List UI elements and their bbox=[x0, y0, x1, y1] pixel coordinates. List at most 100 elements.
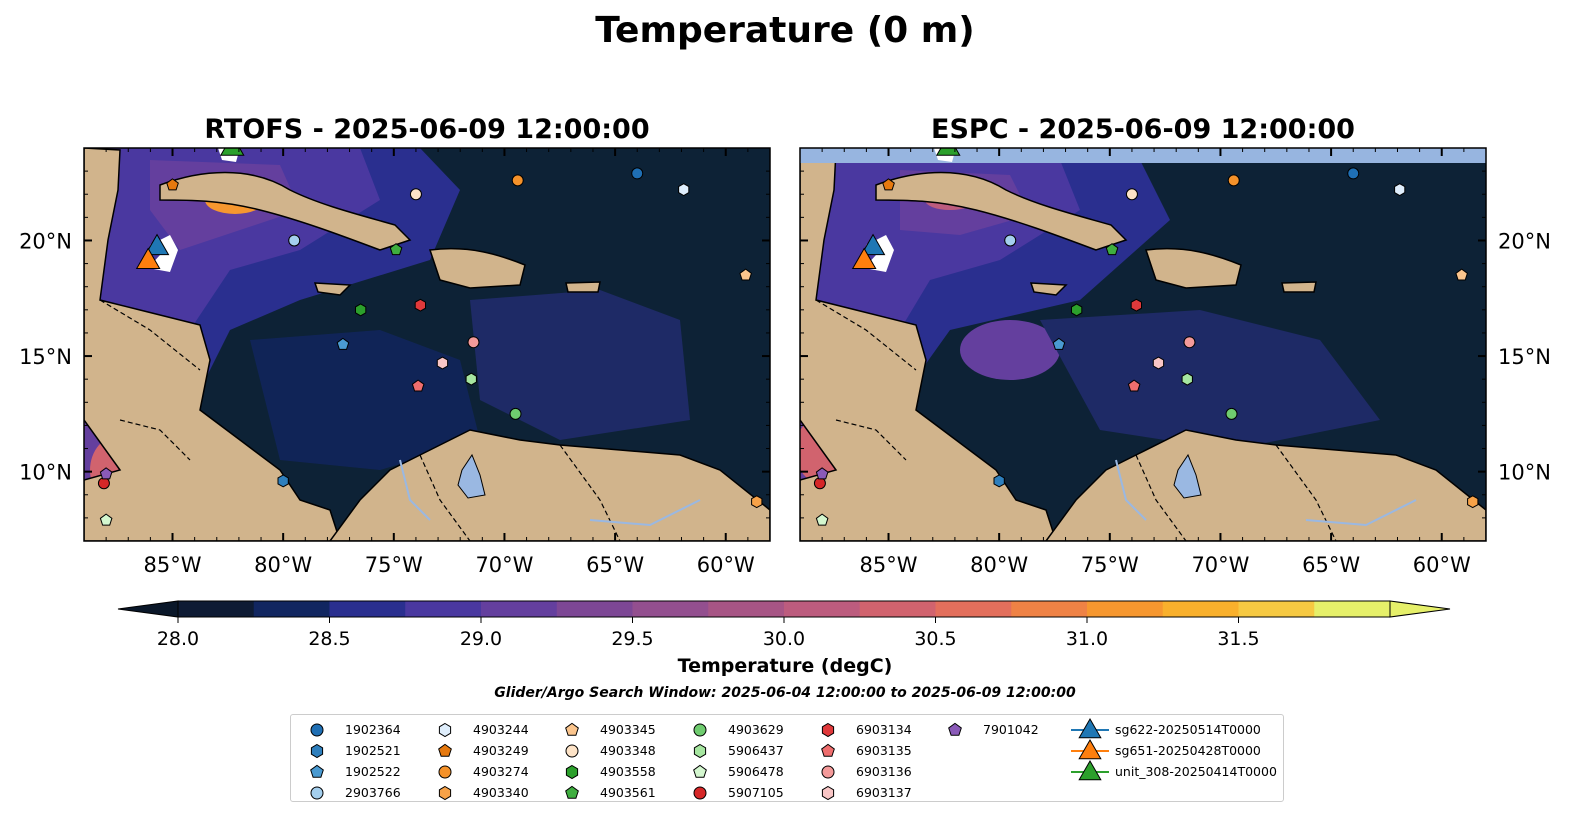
legend-label: 6903136 bbox=[856, 764, 912, 779]
colorbar-cell bbox=[481, 601, 558, 617]
colorbar-cell bbox=[784, 601, 861, 617]
platform-marker-6903134 bbox=[1130, 298, 1142, 312]
platform-marker-6903135 bbox=[411, 379, 425, 392]
colorbar: 28.0 28.5 29.0 29.5 30.0 30.5 31.0 31.5 Tempera… bbox=[117, 600, 1451, 677]
land-central-america bbox=[84, 148, 341, 541]
legend-label: 4903629 bbox=[728, 722, 784, 737]
platform-marker-4903558 bbox=[1071, 303, 1083, 317]
colorbar-tick-label: 29.5 bbox=[611, 628, 653, 650]
colorbar-tick-label: 30.0 bbox=[763, 628, 805, 650]
glider-marker-sg651-20250428T0000 bbox=[851, 247, 877, 270]
legend-marker bbox=[565, 764, 579, 780]
legend-marker bbox=[1071, 738, 1109, 760]
legend-marker bbox=[693, 723, 707, 737]
legend-label: 1902521 bbox=[345, 743, 401, 758]
legend-platform-marker bbox=[693, 786, 707, 800]
platform-marker-7901042 bbox=[815, 467, 829, 480]
colorbar-extend-high bbox=[1389, 600, 1451, 618]
legend-marker bbox=[821, 722, 835, 738]
rivers bbox=[1115, 459, 1417, 527]
legend-marker bbox=[693, 786, 707, 800]
land-puerto-rico bbox=[1281, 281, 1317, 293]
legend-label: 4903558 bbox=[600, 764, 656, 779]
legend-marker bbox=[310, 743, 324, 759]
lon-tick-label: 65°W bbox=[586, 553, 644, 577]
colorbar-tick-label: 29.0 bbox=[460, 628, 502, 650]
legend-label: 2903766 bbox=[345, 785, 401, 800]
legend-label: 6903135 bbox=[856, 743, 912, 758]
legend-platform-marker bbox=[948, 722, 962, 736]
legend-marker bbox=[565, 744, 579, 758]
platform-marker-6903137 bbox=[1152, 356, 1165, 370]
legend-platform-marker bbox=[821, 722, 835, 738]
platform-marker-1902522 bbox=[1052, 337, 1066, 350]
platform-marker-4903274 bbox=[511, 174, 524, 187]
platform-marker-6903134 bbox=[414, 298, 426, 312]
legend-label: 4903274 bbox=[473, 764, 529, 779]
legend-platform-marker bbox=[821, 785, 835, 801]
platform-marker-4903561 bbox=[1105, 243, 1119, 256]
platform-marker-4903249 bbox=[882, 178, 895, 191]
legend-platform-marker bbox=[693, 723, 707, 737]
legend-marker bbox=[693, 743, 707, 759]
legend-marker bbox=[438, 765, 452, 779]
land-hispaniola bbox=[1144, 247, 1242, 289]
glider-marker-sg622-20250514T0000 bbox=[860, 233, 886, 256]
legend-platform-marker bbox=[438, 785, 452, 801]
colorbar-tick-label: 28.5 bbox=[308, 628, 350, 650]
colorbar-cell bbox=[253, 601, 331, 617]
legend-marker bbox=[821, 785, 835, 801]
legend-marker bbox=[438, 785, 452, 801]
borders bbox=[99, 299, 621, 541]
platform-marker-4903249 bbox=[166, 178, 179, 191]
lon-tick-label: 75°W bbox=[365, 553, 423, 577]
platform-marker-5906437 bbox=[1181, 372, 1193, 386]
colorbar-tick-label: 28.0 bbox=[157, 628, 199, 650]
lon-tick-label: 75°W bbox=[1081, 553, 1139, 577]
platform-marker-4903340 bbox=[1467, 495, 1479, 509]
platform-marker-4903629 bbox=[509, 407, 522, 420]
platform-marker-4903629 bbox=[1225, 407, 1238, 420]
legend-label: 4903244 bbox=[473, 722, 529, 737]
land-hispaniola bbox=[428, 247, 526, 289]
colorbar-cell bbox=[935, 601, 1012, 617]
colorbar-cell bbox=[1314, 601, 1391, 617]
platform-marker-2903766 bbox=[288, 234, 301, 247]
legend-label: 4903561 bbox=[600, 785, 656, 800]
lon-tick-label: 85°W bbox=[860, 553, 918, 577]
platform-marker-1902364 bbox=[1347, 167, 1360, 180]
legend-platform-marker bbox=[310, 764, 324, 778]
platform-marker-4903345 bbox=[739, 268, 752, 281]
lat-tick-label: 10°N bbox=[1498, 461, 1551, 485]
legend-label: 7901042 bbox=[983, 722, 1039, 737]
legend-platform-marker bbox=[565, 744, 579, 758]
lon-tick-label: 65°W bbox=[1302, 553, 1360, 577]
legend-label: sg651-20250428T0000 bbox=[1115, 743, 1261, 758]
legend-label: unit_308-20250414T0000 bbox=[1115, 764, 1277, 779]
legend-marker bbox=[438, 743, 452, 757]
colorbar-cell bbox=[556, 601, 634, 617]
platform-marker-4903345 bbox=[1455, 268, 1468, 281]
platform-marker-4903244 bbox=[1394, 183, 1406, 197]
lon-tick-label: 80°W bbox=[254, 553, 312, 577]
eddy-field bbox=[250, 330, 480, 470]
platform-marker-1902522 bbox=[336, 337, 350, 350]
platform-marker-6903136 bbox=[467, 336, 480, 349]
lon-tick-label: 80°W bbox=[970, 553, 1028, 577]
legend-marker bbox=[438, 722, 452, 738]
lake-maracaibo bbox=[1173, 453, 1202, 499]
colorbar-cell bbox=[1162, 601, 1240, 617]
platform-marker-4903561 bbox=[389, 243, 403, 256]
rivers bbox=[399, 459, 701, 527]
legend-marker bbox=[1071, 717, 1109, 739]
colorbar-tick-label: 31.5 bbox=[1217, 628, 1259, 650]
legend-glider-marker bbox=[1078, 738, 1102, 760]
platform-marker-5906437 bbox=[465, 372, 477, 386]
colorbar-cell bbox=[329, 601, 406, 617]
legend-platform-marker bbox=[438, 765, 452, 779]
legend-glider-marker bbox=[1078, 717, 1102, 739]
colorbar-cell bbox=[405, 601, 482, 617]
colorbar-cell bbox=[178, 601, 255, 617]
platform-marker-4903340 bbox=[751, 495, 763, 509]
legend-marker bbox=[310, 723, 324, 737]
